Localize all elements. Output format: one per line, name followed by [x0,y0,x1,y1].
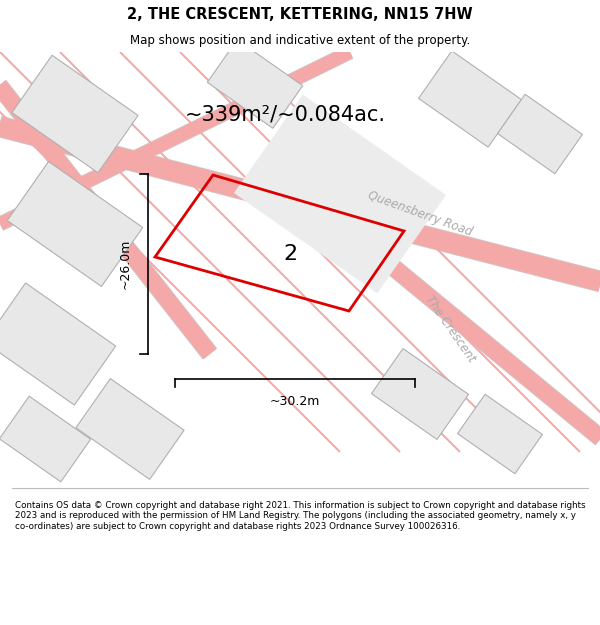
Text: Contains OS data © Crown copyright and database right 2021. This information is : Contains OS data © Crown copyright and d… [15,501,586,531]
Polygon shape [497,94,583,174]
Text: Map shows position and indicative extent of the property.: Map shows position and indicative extent… [130,34,470,47]
Polygon shape [0,283,116,405]
Polygon shape [0,396,91,482]
Text: 2, THE CRESCENT, KETTERING, NN15 7HW: 2, THE CRESCENT, KETTERING, NN15 7HW [127,7,473,22]
Polygon shape [12,55,138,172]
Text: ~339m²/~0.084ac.: ~339m²/~0.084ac. [185,104,386,124]
Polygon shape [7,161,143,286]
Text: 2: 2 [283,244,298,264]
Text: ~26.0m: ~26.0m [119,239,132,289]
Polygon shape [371,349,469,439]
Text: The Crescent: The Crescent [422,293,478,364]
Polygon shape [208,40,302,128]
Text: Queensberry Road: Queensberry Road [366,189,474,239]
Polygon shape [419,51,521,147]
Polygon shape [234,94,446,293]
Polygon shape [458,394,542,474]
Text: ~30.2m: ~30.2m [270,395,320,408]
Polygon shape [76,379,184,479]
